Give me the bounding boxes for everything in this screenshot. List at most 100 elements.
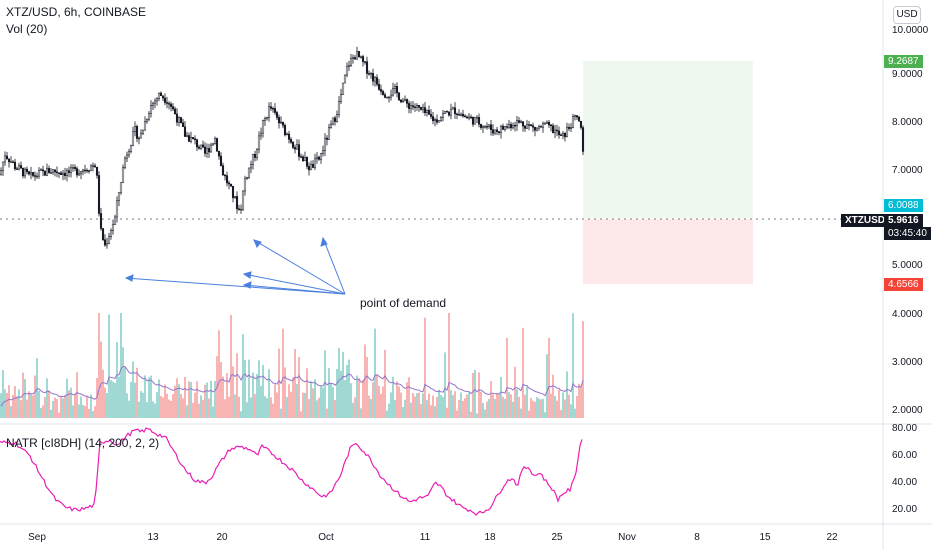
arrow-line-2[interactable] (243, 284, 346, 295)
candle-down (317, 156, 321, 160)
volume-bar (506, 337, 508, 418)
volume-bar (188, 381, 190, 418)
volume-bar (172, 394, 174, 418)
volume-bar (400, 392, 402, 418)
candle-up (303, 156, 307, 162)
volume-bar (278, 348, 280, 418)
time-tick: 15 (759, 532, 771, 543)
volume-bar (252, 372, 254, 418)
arrow-head-2 (242, 281, 252, 289)
profit-zone[interactable] (583, 61, 753, 218)
candle-down (181, 122, 185, 128)
candle-down (333, 117, 337, 122)
demand-arrows[interactable] (124, 236, 346, 295)
time-tick: 22 (826, 532, 838, 543)
volume-bar (468, 392, 470, 418)
volume-bar (36, 358, 38, 418)
volume-bar (178, 384, 180, 418)
arrow-line-4[interactable] (253, 239, 346, 295)
candle-up (481, 126, 485, 128)
time-tick: 18 (484, 532, 496, 543)
candle-up (335, 114, 339, 122)
candle-up (525, 124, 529, 129)
volume-bar (460, 392, 462, 418)
candle-down (207, 148, 211, 153)
volume-label[interactable]: Vol (20) (6, 22, 48, 36)
candle-up (385, 97, 389, 99)
volume-bar (86, 396, 88, 418)
stop-price-tag: 4.6566 (884, 278, 923, 291)
candle-up (499, 125, 503, 133)
volume-bar (504, 398, 506, 418)
volume-bar (526, 386, 528, 418)
arrow-line-5[interactable] (322, 237, 346, 295)
price-candles[interactable] (0, 46, 585, 249)
candle-up (337, 101, 341, 115)
candle-down (221, 165, 225, 176)
volume-bar (266, 398, 268, 418)
candle-down (497, 131, 501, 133)
volume-bar (180, 394, 182, 418)
volume-bar (140, 391, 142, 418)
volume-bar (132, 361, 134, 418)
candle-up (347, 65, 351, 67)
volume-bar (390, 392, 392, 418)
symbol-title[interactable]: XTZ/USD, 6h, COINBASE (6, 5, 147, 19)
volume-bar (248, 359, 250, 418)
candle-up (71, 167, 75, 169)
volume-bar (218, 330, 220, 418)
arrow-line-3[interactable] (243, 273, 346, 295)
candle-up (1, 161, 5, 171)
currency-button[interactable]: USD (893, 6, 921, 24)
candle-down (523, 125, 527, 129)
volume-bar (136, 367, 138, 418)
volume-bar (298, 356, 300, 418)
volume-bar (34, 375, 36, 418)
volume-bar (20, 400, 22, 418)
candle-down (13, 161, 17, 170)
arrow-head-5 (320, 236, 328, 247)
candle-down (163, 97, 167, 103)
volume-bar (114, 382, 116, 418)
volume-bar (338, 348, 340, 418)
volume-bar (334, 399, 336, 418)
candle-up (251, 154, 255, 165)
candle-up (433, 119, 437, 121)
candle-up (425, 110, 429, 114)
volume-bar (480, 391, 482, 418)
candle-down (361, 56, 365, 62)
volume-bar (392, 376, 394, 418)
volume-bar (186, 405, 188, 418)
candle-up (541, 123, 545, 128)
arrow-line-1[interactable] (125, 277, 346, 295)
loss-zone[interactable] (583, 219, 753, 284)
natr-label[interactable]: NATR [cI8DH] (14, 200, 2, 2) (6, 436, 160, 450)
candle-up (401, 100, 405, 103)
volume-bar (206, 382, 208, 418)
volume-bar (258, 360, 260, 418)
volume-bar (4, 389, 6, 418)
volume-bar (78, 404, 80, 418)
annotation-text[interactable]: point of demand (360, 296, 447, 310)
volume-bar (470, 411, 472, 418)
candle-up (127, 151, 131, 156)
volume-bar (582, 321, 584, 418)
candle-up (239, 208, 243, 211)
volume-bar (484, 409, 486, 418)
candle-up (267, 106, 271, 118)
candle-up (475, 117, 479, 119)
candle-down (559, 134, 563, 136)
volume-bar (184, 377, 186, 418)
volume-bar (546, 354, 548, 418)
candle-up (257, 135, 261, 150)
candle-down (237, 208, 241, 211)
candle-down (101, 228, 105, 240)
candle-up (373, 77, 377, 82)
volume-bar (54, 397, 56, 418)
candle-down (217, 150, 221, 157)
candle-up (359, 56, 363, 58)
candle-down (27, 171, 31, 175)
candle-down (397, 92, 401, 101)
candle-down (169, 103, 173, 107)
